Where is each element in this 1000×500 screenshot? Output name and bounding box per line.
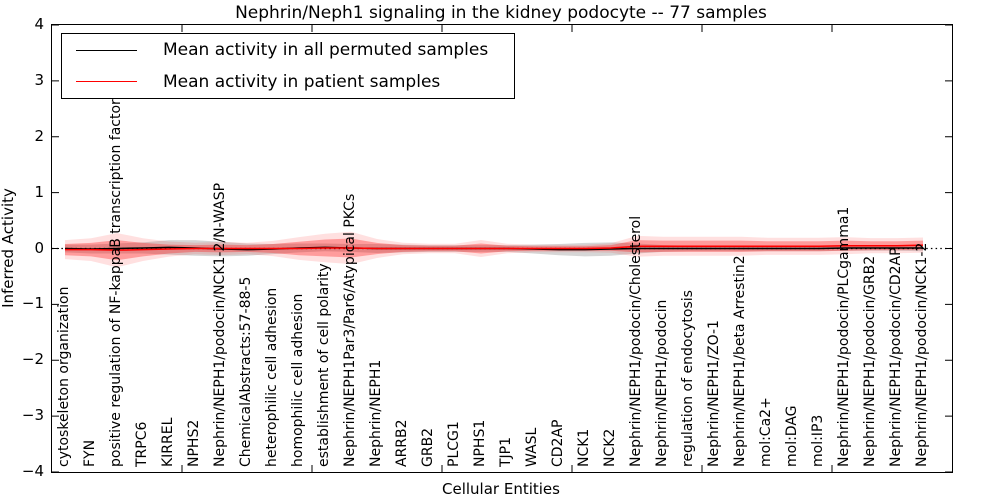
- plot-canvas: [52, 25, 952, 472]
- y-tick-label: −2: [21, 350, 44, 369]
- y-tick-label: 0: [34, 238, 44, 257]
- legend-label-patient: Mean activity in patient samples: [163, 71, 441, 92]
- patient-line-sample: [76, 81, 137, 83]
- chart-title: Nephrin/Neph1 signaling in the kidney po…: [235, 3, 767, 23]
- y-tick-label: 4: [34, 15, 44, 33]
- y-tick-label: 3: [34, 70, 44, 89]
- y-tick-label: −3: [21, 406, 44, 425]
- legend: Mean activity in all permuted samples Me…: [61, 33, 515, 99]
- permuted-line-sample: [76, 49, 137, 51]
- y-tick-label: 1: [34, 182, 44, 201]
- legend-entry-patient: Mean activity in patient samples: [62, 67, 514, 97]
- x-axis-label: Cellular Entities: [442, 480, 560, 498]
- y-axis-label: Inferred Activity: [0, 188, 17, 308]
- legend-label-permuted: Mean activity in all permuted samples: [163, 40, 489, 61]
- plot-area: [51, 24, 953, 473]
- y-tick-label: 2: [34, 126, 44, 145]
- legend-entry-permuted: Mean activity in all permuted samples: [62, 35, 514, 65]
- y-tick-label: −1: [21, 294, 44, 313]
- y-tick-label: −4: [21, 462, 44, 480]
